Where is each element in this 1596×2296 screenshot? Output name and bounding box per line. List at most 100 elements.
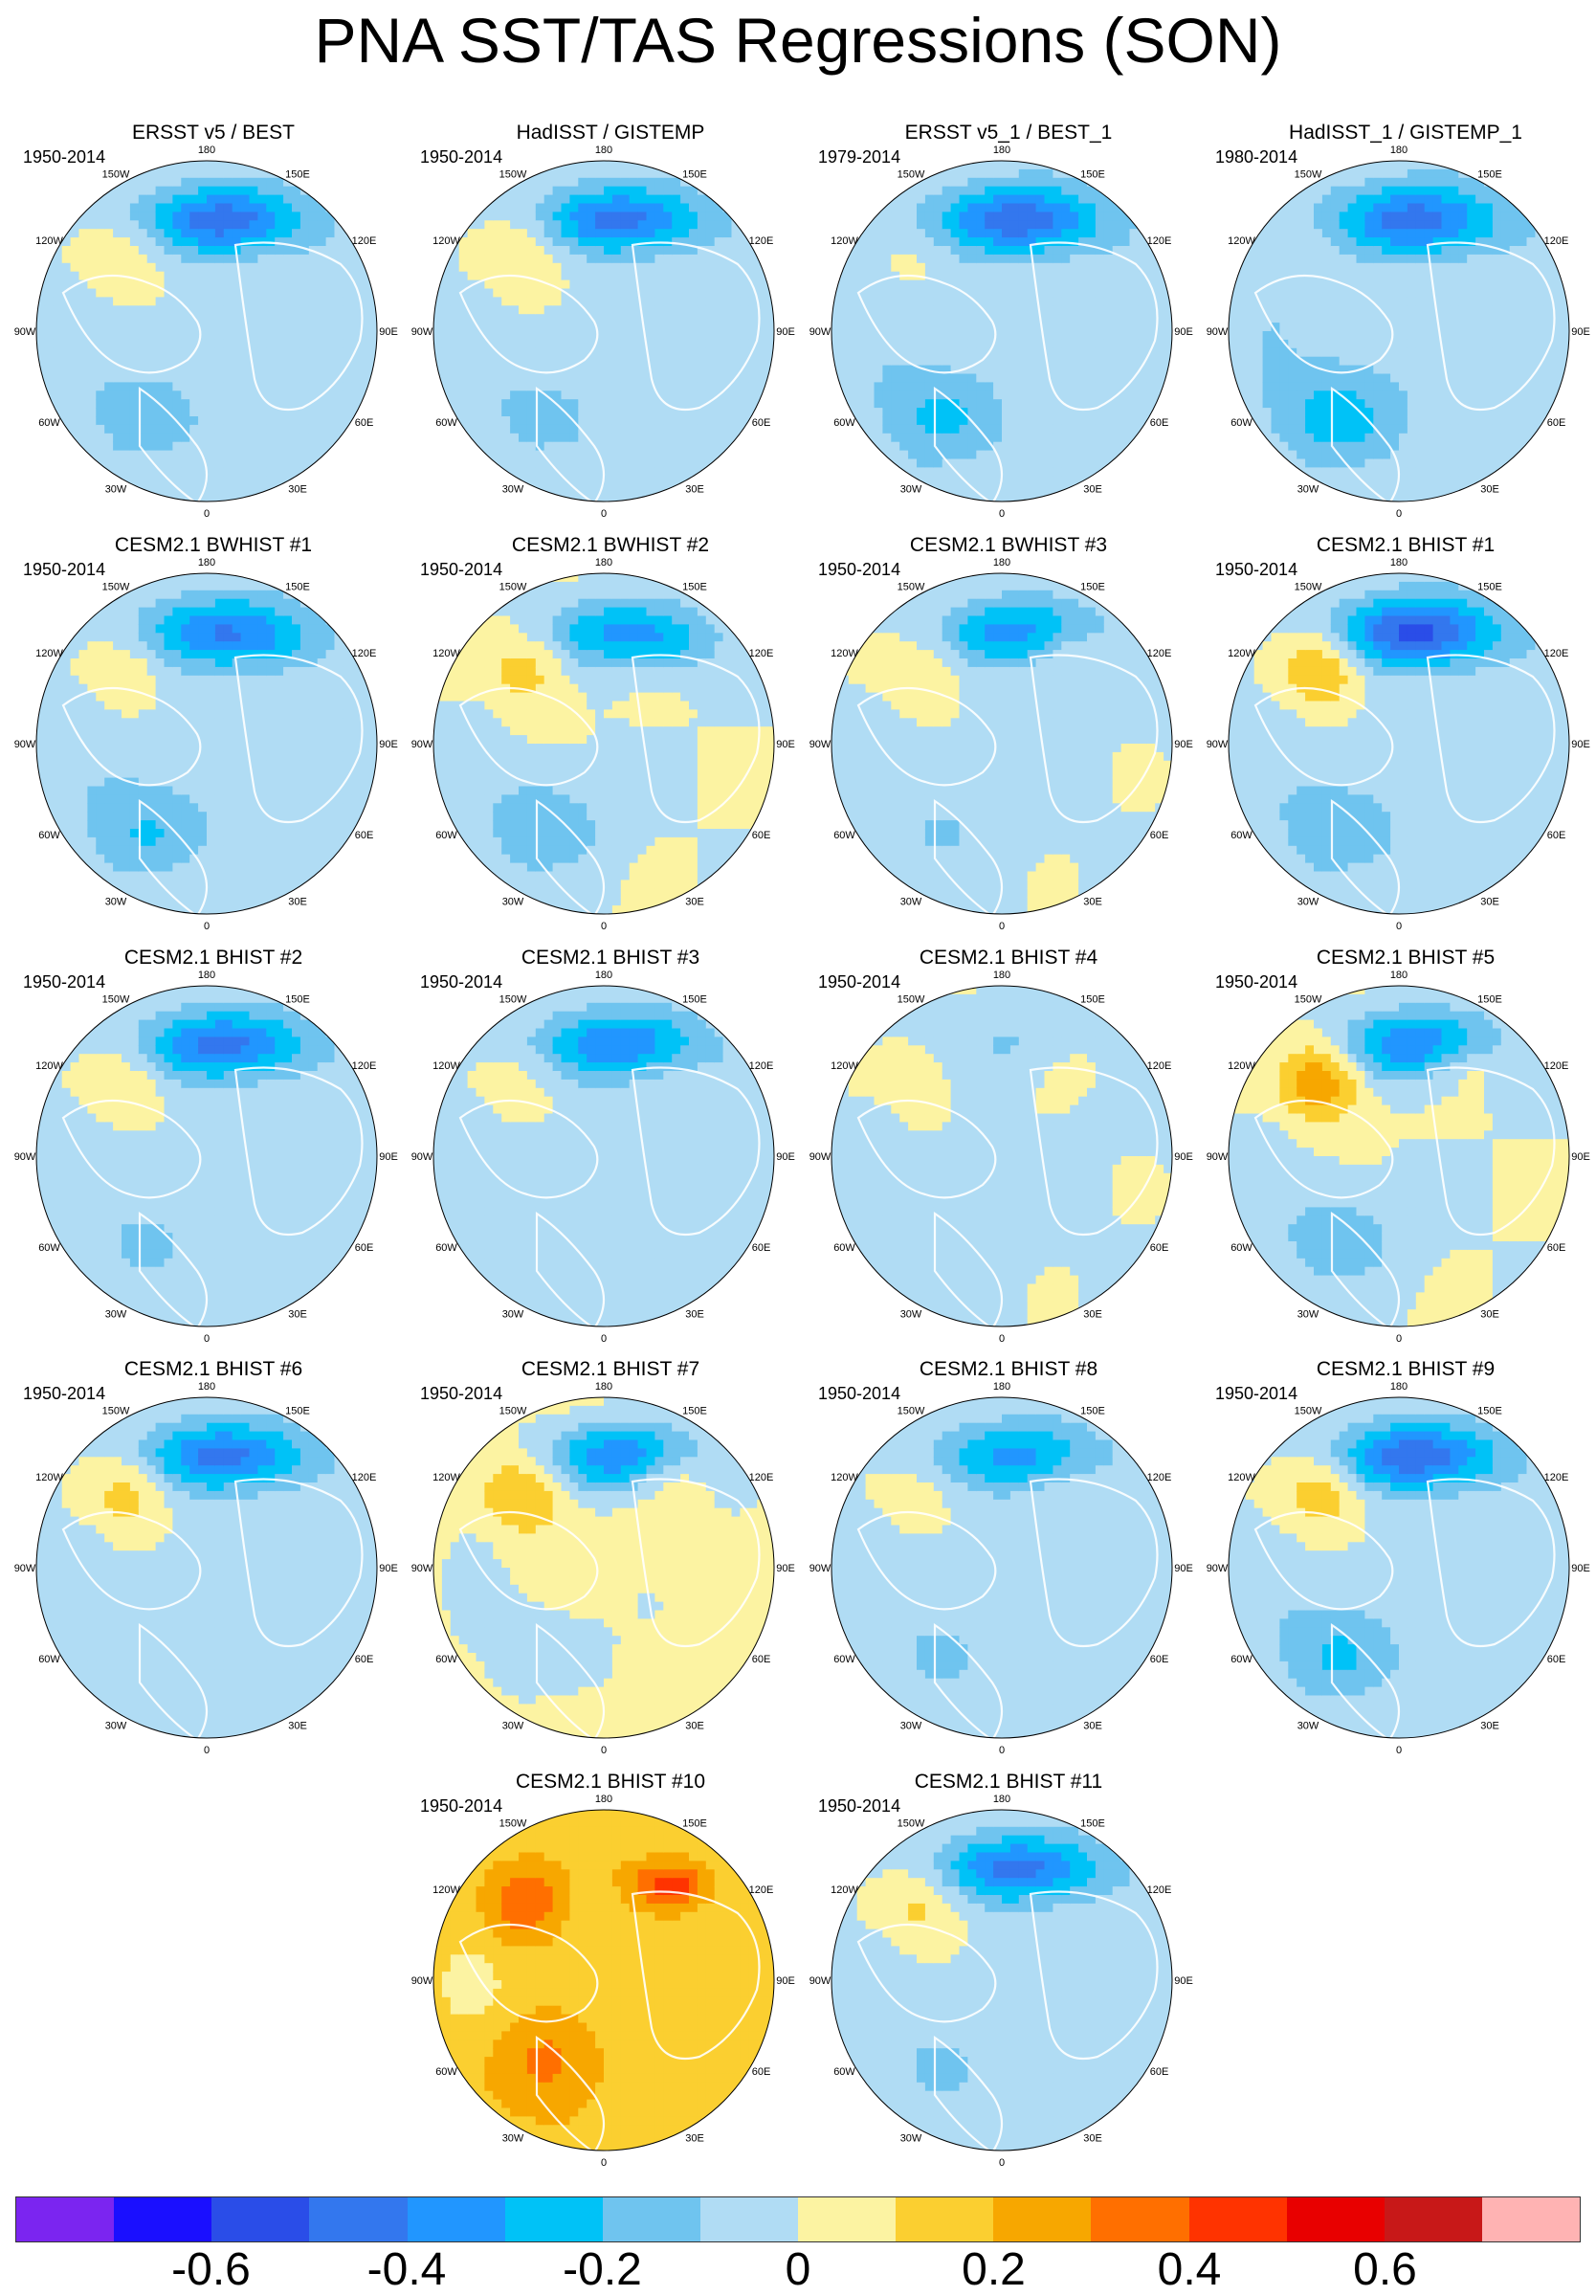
field-cell	[1424, 161, 1434, 170]
field-cell	[714, 408, 724, 417]
field-cell	[637, 424, 648, 435]
field-cell	[535, 450, 545, 460]
field-cell	[856, 382, 867, 391]
field-cell	[620, 458, 631, 468]
field-cell	[561, 168, 570, 179]
field-cell	[1087, 390, 1097, 400]
field-cell	[924, 390, 935, 400]
field-cell	[1356, 450, 1365, 460]
field-cell	[672, 305, 681, 315]
field-cell	[113, 390, 122, 400]
field-cell	[874, 416, 883, 426]
field-cell	[249, 433, 258, 443]
field-cell	[1279, 279, 1289, 290]
field-cell	[1424, 365, 1434, 375]
field-cell	[882, 297, 892, 306]
field-cell	[976, 382, 986, 391]
field-cell	[959, 168, 968, 179]
field-cell	[561, 450, 570, 460]
field-cell	[731, 339, 741, 349]
field-cell	[1164, 347, 1172, 358]
panel-title: HadISST_1 / GISTEMP_1	[1208, 121, 1596, 145]
field-cell	[275, 323, 284, 332]
field-cell	[501, 441, 511, 452]
field-cell	[292, 373, 301, 383]
field-cell	[689, 186, 698, 196]
field-cell	[467, 305, 477, 315]
field-cell	[325, 347, 336, 358]
field-cell	[257, 220, 267, 230]
field-cell	[637, 458, 648, 468]
field-cell	[1035, 177, 1046, 188]
field-cell	[740, 305, 749, 315]
field-cell	[1053, 493, 1062, 502]
field-cell	[232, 424, 242, 435]
field-cell	[343, 262, 352, 273]
field-cell	[1229, 347, 1238, 358]
field-cell	[441, 339, 452, 349]
field-cell	[933, 254, 943, 264]
field-cell	[1432, 203, 1443, 212]
field-cell	[1061, 476, 1071, 485]
field-cell	[908, 416, 918, 426]
field-cell	[275, 484, 284, 494]
field-cell	[543, 441, 554, 452]
field-cell	[96, 373, 105, 383]
field-cell	[1271, 246, 1280, 256]
field-cell	[1155, 347, 1164, 358]
field-cell	[172, 458, 182, 468]
field-cell	[181, 271, 190, 281]
field-cell	[924, 297, 935, 306]
field-cell	[705, 229, 716, 238]
field-cell	[1035, 203, 1046, 212]
field-cell	[343, 339, 352, 349]
field-cell	[1441, 220, 1451, 230]
field-cell	[924, 433, 935, 443]
field-cell	[1035, 212, 1046, 221]
field-cell	[1415, 476, 1426, 485]
field-cell	[1305, 356, 1315, 367]
field-cell	[1027, 390, 1037, 400]
field-cell	[967, 450, 977, 460]
field-cell	[317, 254, 327, 264]
field-cell	[543, 408, 554, 417]
field-cell	[1432, 254, 1443, 264]
field-cell	[96, 382, 105, 391]
field-cell	[731, 305, 741, 315]
field-cell	[138, 186, 148, 196]
field-cell	[214, 331, 225, 341]
field-cell	[740, 220, 749, 230]
field-cell	[70, 339, 80, 349]
field-cell	[1407, 177, 1417, 188]
field-cell	[249, 271, 258, 281]
field-cell	[343, 433, 352, 443]
field-cell	[637, 331, 648, 341]
field-cell	[129, 373, 140, 383]
field-cell	[476, 212, 485, 221]
field-cell	[942, 212, 952, 221]
field-cell	[129, 229, 140, 238]
field-cell	[917, 305, 926, 315]
field-cell	[189, 416, 199, 426]
field-cell	[1305, 254, 1315, 264]
field-cell	[1087, 399, 1097, 409]
field-cell	[70, 331, 80, 341]
field-cell	[1407, 186, 1417, 196]
field-cell	[360, 382, 369, 391]
field-cell	[240, 433, 251, 443]
field-cell	[172, 476, 182, 485]
field-cell	[1339, 382, 1349, 391]
field-cell	[138, 246, 148, 256]
field-cell	[526, 331, 537, 341]
field-cell	[543, 314, 554, 323]
field-cell	[1415, 339, 1426, 349]
field-cell	[865, 254, 876, 264]
field-cell	[748, 297, 758, 306]
field-cell	[595, 339, 605, 349]
field-cell	[44, 339, 55, 349]
field-cell	[654, 356, 664, 367]
field-cell	[493, 323, 502, 332]
field-cell	[874, 399, 883, 409]
field-cell	[104, 356, 114, 367]
field-cell	[129, 194, 140, 205]
